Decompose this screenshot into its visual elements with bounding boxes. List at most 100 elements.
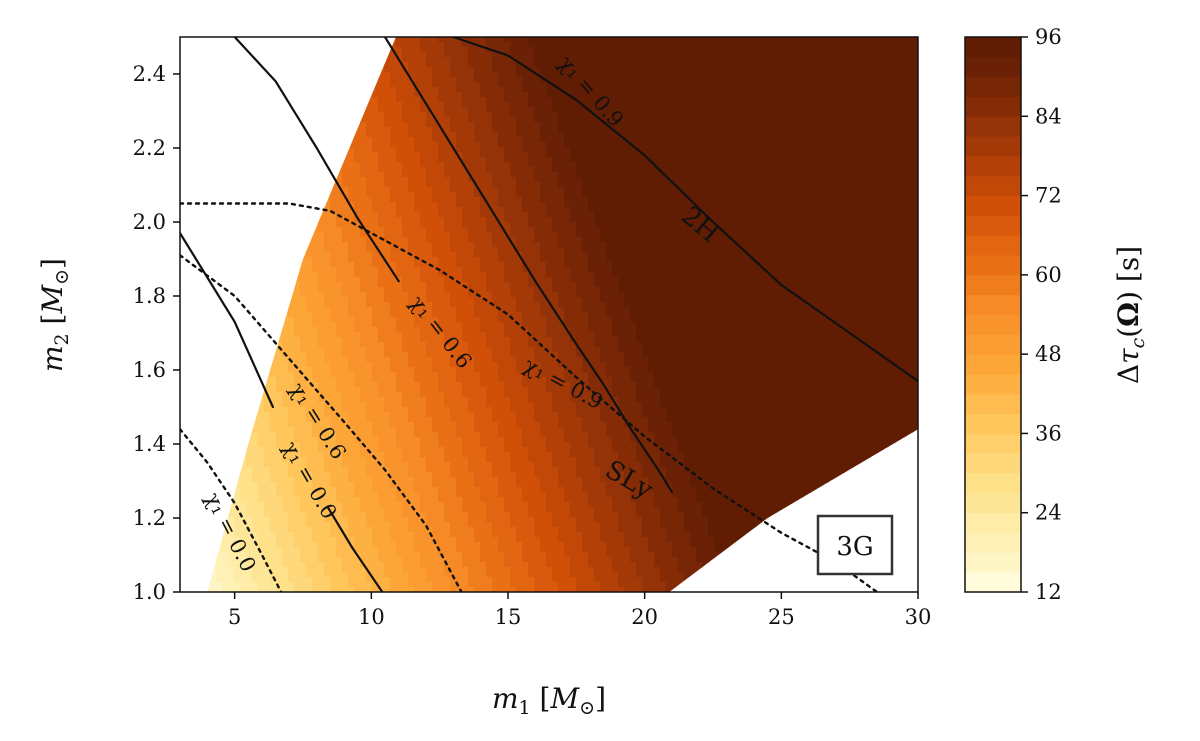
field-cell xyxy=(462,117,469,123)
field-cell xyxy=(624,62,631,68)
field-cell xyxy=(624,132,631,138)
field-cell xyxy=(372,187,379,193)
field-cell xyxy=(882,172,889,178)
field-cell xyxy=(852,117,859,123)
field-cell xyxy=(738,132,745,138)
field-cell xyxy=(570,107,577,113)
field-cell xyxy=(678,67,685,73)
field-cell xyxy=(480,197,487,203)
field-cell xyxy=(468,62,475,68)
field-cell xyxy=(594,172,601,178)
field-cell xyxy=(426,152,433,158)
field-cell xyxy=(480,72,487,78)
field-cell xyxy=(888,177,895,183)
field-cell xyxy=(360,232,367,238)
field-cell xyxy=(330,197,337,203)
field-cell xyxy=(654,137,661,143)
field-cell xyxy=(390,97,397,103)
field-cell xyxy=(714,67,721,73)
field-cell xyxy=(348,152,355,158)
field-cell xyxy=(822,37,829,43)
field-cell xyxy=(726,192,733,198)
field-cell xyxy=(798,212,805,218)
field-cell xyxy=(690,137,697,143)
field-cell xyxy=(780,117,787,123)
field-cell xyxy=(648,227,655,233)
field-cell xyxy=(450,107,457,113)
field-cell xyxy=(528,182,535,188)
field-cell xyxy=(582,217,589,223)
field-cell xyxy=(582,192,589,198)
field-cell xyxy=(714,137,721,143)
field-cell xyxy=(660,202,667,208)
field-cell xyxy=(576,177,583,183)
field-cell xyxy=(360,152,367,158)
field-cell xyxy=(684,82,691,88)
field-cell xyxy=(402,147,409,153)
field-cell xyxy=(864,37,871,43)
field-cell xyxy=(342,172,349,178)
field-cell xyxy=(498,77,505,83)
field-cell xyxy=(798,187,805,193)
field-cell xyxy=(684,202,691,208)
field-cell xyxy=(666,117,673,123)
field-cell xyxy=(528,102,535,108)
field-cell xyxy=(378,202,385,208)
field-cell xyxy=(576,77,583,83)
field-cell xyxy=(678,127,685,133)
field-cell xyxy=(762,52,769,58)
field-cell xyxy=(720,117,727,123)
field-cell xyxy=(480,77,487,83)
field-cell xyxy=(870,57,877,63)
field-cell xyxy=(822,147,829,153)
field-cell xyxy=(348,217,355,223)
field-cell xyxy=(462,147,469,153)
field-cell xyxy=(576,72,583,78)
field-cell xyxy=(774,157,781,163)
field-cell xyxy=(630,152,637,158)
field-cell xyxy=(804,142,811,148)
field-cell xyxy=(564,132,571,138)
field-cell xyxy=(870,197,877,203)
field-cell xyxy=(492,67,499,73)
field-cell xyxy=(840,182,847,188)
field-cell xyxy=(570,142,577,148)
field-cell xyxy=(636,47,643,53)
field-cell xyxy=(462,157,469,163)
field-cell xyxy=(552,92,559,98)
field-cell xyxy=(822,82,829,88)
field-cell xyxy=(846,147,853,153)
field-cell xyxy=(906,102,913,108)
field-cell xyxy=(876,57,883,63)
field-cell xyxy=(642,62,649,68)
field-cell xyxy=(504,92,511,98)
field-cell xyxy=(720,47,727,53)
field-cell xyxy=(876,157,883,163)
field-cell xyxy=(444,97,451,103)
field-cell xyxy=(810,172,817,178)
field-cell xyxy=(798,127,805,133)
field-cell xyxy=(540,152,547,158)
field-cell xyxy=(546,177,553,183)
field-cell xyxy=(750,162,757,168)
field-cell xyxy=(666,97,673,103)
field-cell xyxy=(870,122,877,128)
field-cell xyxy=(606,52,613,58)
field-cell xyxy=(780,172,787,178)
field-cell xyxy=(510,207,517,213)
field-cell xyxy=(414,42,421,48)
field-cell xyxy=(732,47,739,53)
field-cell xyxy=(576,222,583,228)
field-cell xyxy=(648,37,655,43)
field-cell xyxy=(378,232,385,238)
field-cell xyxy=(474,112,481,118)
field-cell xyxy=(738,97,745,103)
field-cell xyxy=(756,187,763,193)
field-cell xyxy=(450,222,457,228)
field-cell xyxy=(780,162,787,168)
field-cell xyxy=(870,157,877,163)
field-cell xyxy=(534,167,541,173)
field-cell xyxy=(822,77,829,83)
field-cell xyxy=(804,197,811,203)
field-cell xyxy=(408,192,415,198)
